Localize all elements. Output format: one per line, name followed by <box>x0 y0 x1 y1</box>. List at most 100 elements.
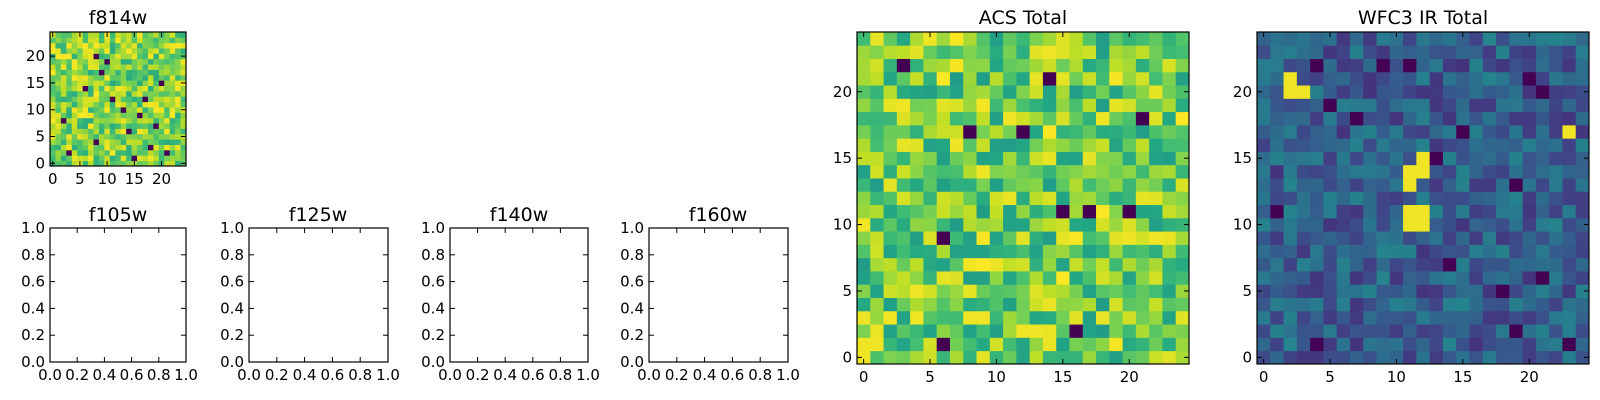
heatmap-cell <box>1056 111 1070 126</box>
heatmap-cell <box>949 284 964 298</box>
x-tick-label: 10 <box>1387 368 1406 386</box>
heatmap-cell <box>1403 124 1417 139</box>
heatmap-cell <box>1122 85 1137 99</box>
heatmap-cell <box>164 155 171 162</box>
heatmap-cell <box>164 42 171 49</box>
heatmap-cell <box>1042 138 1057 152</box>
heatmap-cell <box>66 74 73 81</box>
heatmap-cell <box>1429 124 1444 139</box>
heatmap-cell <box>1509 231 1523 245</box>
heatmap-cell <box>870 204 884 219</box>
heatmap-cell <box>963 164 977 179</box>
heatmap-cell <box>1270 178 1284 192</box>
heatmap-cell <box>55 96 62 103</box>
heatmap-cell <box>93 133 100 140</box>
heatmap-cell <box>1522 138 1537 152</box>
heatmap-cell <box>169 53 176 60</box>
heatmap-cell <box>1296 124 1311 139</box>
heatmap-cell <box>1549 58 1563 73</box>
heatmap-cell <box>1469 85 1484 99</box>
heatmap-cell <box>883 324 898 338</box>
heatmap-cell <box>109 53 116 60</box>
heatmap-cell <box>1416 231 1431 245</box>
heatmap-cell <box>1336 45 1351 59</box>
heatmap-cell <box>1416 98 1431 113</box>
heatmap-cell <box>1442 111 1457 126</box>
heatmap-cell <box>1029 45 1044 59</box>
heatmap-cell <box>153 139 160 145</box>
heatmap-cell <box>1535 111 1550 126</box>
heatmap-cell <box>164 80 171 86</box>
heatmap-cell <box>88 101 94 108</box>
heatmap-cell <box>1096 217 1110 232</box>
heatmap-cell <box>147 48 154 54</box>
panel-wfc3-ir-total-frame <box>1256 31 1590 365</box>
heatmap-cell <box>82 74 89 81</box>
heatmap-cell <box>1257 191 1271 206</box>
x-tick-label: 1.0 <box>576 366 600 384</box>
heatmap-cell <box>1283 58 1298 73</box>
heatmap-cell <box>1496 164 1510 179</box>
heatmap-cell <box>153 123 160 129</box>
heatmap-cell <box>1562 337 1577 352</box>
y-tick-label: 0.8 <box>21 246 45 264</box>
heatmap-cell <box>1323 71 1338 86</box>
heatmap-cell <box>949 71 964 86</box>
heatmap-cell <box>1149 350 1163 365</box>
heatmap-cell <box>82 85 89 92</box>
heatmap-cell <box>1283 98 1298 113</box>
x-tick-label: 0.6 <box>120 366 144 384</box>
heatmap-cell <box>115 64 122 70</box>
heatmap-cell <box>71 69 78 76</box>
heatmap-cell <box>60 53 67 60</box>
heatmap-cell <box>1029 178 1044 192</box>
heatmap-cell <box>1429 337 1444 352</box>
heatmap-cell <box>93 139 100 145</box>
heatmap-cell <box>147 80 154 86</box>
heatmap-cell <box>1363 151 1377 166</box>
heatmap-cell <box>1016 271 1031 285</box>
heatmap-cell <box>1296 350 1311 365</box>
heatmap-cell <box>870 297 884 312</box>
heatmap-cell <box>55 58 62 65</box>
heatmap-cell <box>1442 32 1457 46</box>
heatmap-cell <box>1003 191 1017 206</box>
heatmap-cell <box>1082 138 1097 152</box>
heatmap-cell <box>910 257 924 272</box>
heatmap-cell <box>949 32 964 46</box>
heatmap-cell <box>1042 310 1057 325</box>
heatmap-cell <box>1549 45 1563 59</box>
heatmap-cell <box>1270 337 1284 352</box>
heatmap-cell <box>857 124 871 139</box>
x-tick-label: 0.4 <box>92 366 116 384</box>
heatmap-cell <box>1562 231 1577 245</box>
heatmap-cell <box>71 107 78 113</box>
heatmap-cell <box>1522 32 1537 46</box>
heatmap-cell <box>1336 32 1351 46</box>
heatmap-cell <box>1323 337 1338 352</box>
heatmap-cell <box>142 101 149 108</box>
heatmap-cell <box>1135 324 1150 338</box>
heatmap-cell <box>1162 178 1177 192</box>
heatmap-cell <box>104 128 111 135</box>
y-tick-label: 10 <box>1233 216 1252 234</box>
heatmap-cell <box>1509 204 1523 219</box>
heatmap-cell <box>88 144 94 151</box>
heatmap-cell <box>1509 191 1523 206</box>
heatmap-cell <box>55 42 62 49</box>
heatmap-cell <box>1456 71 1470 86</box>
heatmap-cell <box>910 71 924 86</box>
heatmap-cell <box>169 107 176 113</box>
heatmap-cell <box>98 37 105 44</box>
heatmap-cell <box>1442 85 1457 99</box>
heatmap-cell <box>1389 231 1404 245</box>
heatmap-cell <box>1562 151 1577 166</box>
heatmap-cell <box>1296 71 1311 86</box>
heatmap-cell <box>55 107 62 113</box>
heatmap-cell <box>1310 124 1324 139</box>
heatmap-cell <box>1109 337 1123 352</box>
heatmap-cell <box>883 45 898 59</box>
heatmap-cell <box>936 58 951 73</box>
heatmap-cell <box>1403 151 1417 166</box>
heatmap-cell <box>60 90 67 97</box>
